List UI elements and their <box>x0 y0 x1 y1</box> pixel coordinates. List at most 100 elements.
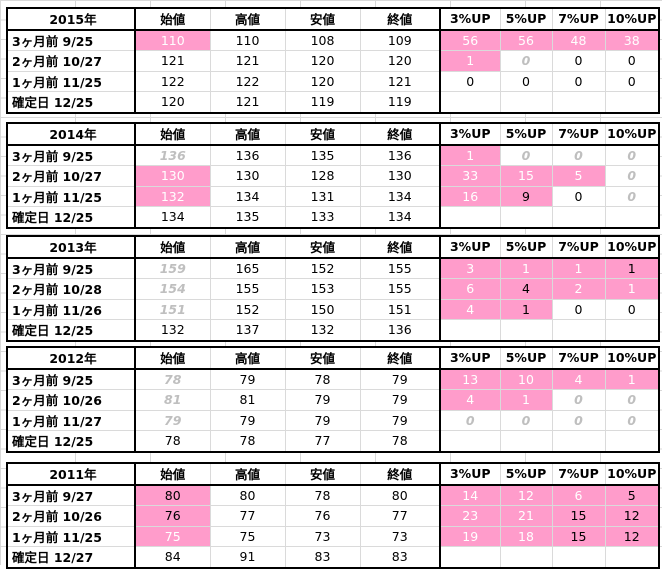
row-label[interactable]: 2ヶ月前 10/27 <box>7 165 136 187</box>
column-header[interactable]: 5%UP <box>500 8 553 31</box>
table-cell[interactable]: 79 <box>360 410 441 431</box>
table-cell[interactable]: 33 <box>439 165 501 187</box>
table-cell[interactable]: 165 <box>210 257 286 279</box>
row-label[interactable]: 2ヶ月前 10/27 <box>7 50 136 72</box>
column-header[interactable]: 3%UP <box>439 463 501 486</box>
table-cell[interactable] <box>439 206 501 228</box>
table-cell[interactable]: 155 <box>210 278 286 300</box>
table-cell[interactable]: 13 <box>439 368 501 390</box>
column-header[interactable]: 5%UP <box>500 463 553 486</box>
table-cell[interactable]: 120 <box>360 50 441 72</box>
table-cell[interactable]: 79 <box>360 389 441 411</box>
table-cell[interactable]: 79 <box>210 368 286 390</box>
column-header[interactable]: 7%UP <box>552 123 606 146</box>
table-cell[interactable]: 73 <box>360 526 441 547</box>
table-cell[interactable]: 135 <box>210 206 286 228</box>
table-cell[interactable]: 78 <box>360 430 441 452</box>
table-cell[interactable]: 2 <box>552 278 606 300</box>
table-cell[interactable]: 132 <box>135 186 211 207</box>
table-cell[interactable]: 0 <box>439 410 501 431</box>
table-cell[interactable]: 3 <box>439 257 501 279</box>
table-cell[interactable]: 80 <box>360 484 441 506</box>
row-label[interactable]: 3ヶ月前 9/25 <box>7 257 136 279</box>
table-cell[interactable]: 79 <box>210 410 286 431</box>
table-cell[interactable]: 154 <box>135 278 211 300</box>
table-cell[interactable]: 12 <box>605 505 660 527</box>
column-header[interactable]: 7%UP <box>552 236 606 259</box>
table-cell[interactable]: 9 <box>500 186 553 207</box>
column-header[interactable]: 5%UP <box>500 123 553 146</box>
table-cell[interactable]: 0 <box>552 50 606 72</box>
column-header[interactable]: 安値 <box>285 347 361 370</box>
column-header[interactable]: 安値 <box>285 8 361 31</box>
table-cell[interactable]: 77 <box>210 505 286 527</box>
table-cell[interactable]: 0 <box>500 410 553 431</box>
table-cell[interactable]: 151 <box>135 299 211 320</box>
table-cell[interactable]: 136 <box>360 144 441 166</box>
table-cell[interactable]: 130 <box>135 165 211 187</box>
table-cell[interactable] <box>605 206 660 228</box>
table-cell[interactable]: 15 <box>552 505 606 527</box>
table-cell[interactable]: 6 <box>552 484 606 506</box>
table-cell[interactable]: 0 <box>552 389 606 411</box>
table-cell[interactable]: 56 <box>439 29 501 51</box>
table-cell[interactable]: 0 <box>605 410 660 431</box>
column-header[interactable]: 高値 <box>210 236 286 259</box>
table-cell[interactable]: 1 <box>500 257 553 279</box>
row-label[interactable]: 1ヶ月前 11/27 <box>7 410 136 431</box>
table-cell[interactable]: 6 <box>439 278 501 300</box>
column-header[interactable]: 3%UP <box>439 8 501 31</box>
table-cell[interactable] <box>552 206 606 228</box>
column-header[interactable]: 7%UP <box>552 347 606 370</box>
table-cell[interactable]: 77 <box>285 430 361 452</box>
table-cell[interactable]: 23 <box>439 505 501 527</box>
column-header[interactable]: 終値 <box>360 347 441 370</box>
table-cell[interactable]: 4 <box>500 278 553 300</box>
year-label[interactable]: 2011年 <box>7 463 136 486</box>
year-label[interactable]: 2012年 <box>7 347 136 370</box>
table-cell[interactable]: 0 <box>605 299 660 320</box>
table-cell[interactable]: 121 <box>210 91 286 113</box>
table-cell[interactable] <box>605 546 660 568</box>
table-cell[interactable]: 18 <box>500 526 553 547</box>
table-cell[interactable]: 0 <box>500 50 553 72</box>
table-cell[interactable]: 1 <box>605 278 660 300</box>
table-cell[interactable]: 136 <box>360 319 441 341</box>
table-cell[interactable]: 151 <box>360 299 441 320</box>
row-label[interactable]: 3ヶ月前 9/25 <box>7 144 136 166</box>
column-header[interactable]: 終値 <box>360 236 441 259</box>
table-cell[interactable]: 15 <box>500 165 553 187</box>
table-cell[interactable]: 1 <box>552 257 606 279</box>
table-cell[interactable]: 1 <box>500 389 553 411</box>
table-cell[interactable]: 83 <box>360 546 441 568</box>
row-label[interactable]: 3ヶ月前 9/25 <box>7 29 136 51</box>
table-cell[interactable] <box>605 319 660 341</box>
table-cell[interactable]: 77 <box>360 505 441 527</box>
row-label[interactable]: 確定日 12/27 <box>7 546 136 568</box>
row-label[interactable]: 1ヶ月前 11/25 <box>7 71 136 92</box>
column-header[interactable]: 始値 <box>135 123 211 146</box>
table-cell[interactable]: 130 <box>210 165 286 187</box>
table-cell[interactable]: 0 <box>605 165 660 187</box>
table-cell[interactable] <box>605 91 660 113</box>
table-cell[interactable]: 16 <box>439 186 501 207</box>
table-cell[interactable]: 91 <box>210 546 286 568</box>
table-cell[interactable]: 75 <box>210 526 286 547</box>
table-cell[interactable]: 132 <box>285 319 361 341</box>
row-label[interactable]: 確定日 12/25 <box>7 319 136 341</box>
row-label[interactable]: 3ヶ月前 9/25 <box>7 368 136 390</box>
table-cell[interactable]: 1 <box>605 368 660 390</box>
year-label[interactable]: 2013年 <box>7 236 136 259</box>
column-header[interactable]: 10%UP <box>605 236 660 259</box>
column-header[interactable]: 始値 <box>135 463 211 486</box>
table-cell[interactable]: 5 <box>552 165 606 187</box>
table-cell[interactable]: 150 <box>285 299 361 320</box>
table-cell[interactable]: 121 <box>135 50 211 72</box>
row-label[interactable]: 1ヶ月前 11/26 <box>7 299 136 320</box>
table-cell[interactable]: 0 <box>552 71 606 92</box>
table-cell[interactable] <box>439 430 501 452</box>
table-cell[interactable]: 78 <box>210 430 286 452</box>
table-cell[interactable]: 10 <box>500 368 553 390</box>
table-cell[interactable] <box>439 319 501 341</box>
table-cell[interactable]: 4 <box>439 299 501 320</box>
